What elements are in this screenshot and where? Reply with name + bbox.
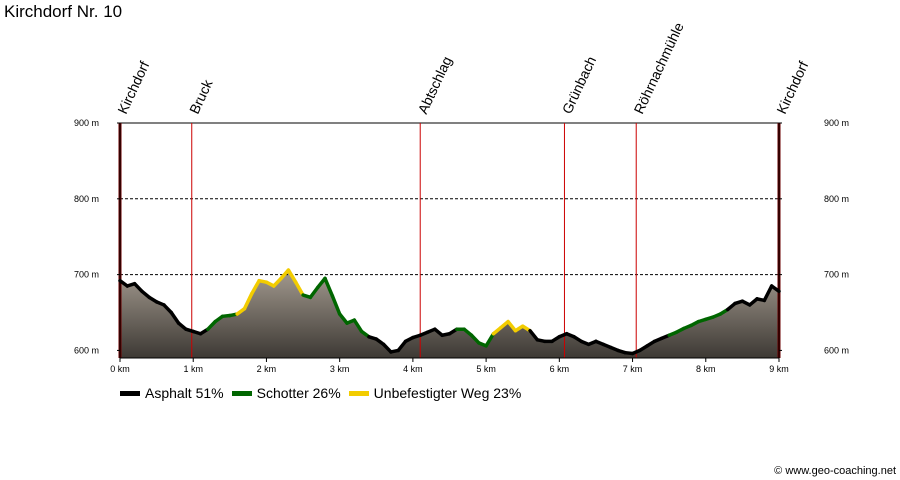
profile-segment-unpaved xyxy=(250,278,261,296)
legend-swatch xyxy=(120,390,140,396)
x-tick-label: 9 km xyxy=(769,364,789,374)
legend-item-asphalt: Asphalt 51% xyxy=(120,385,224,401)
profile-segment-gravel xyxy=(330,294,342,316)
profile-segment-gravel xyxy=(337,312,349,325)
y-tick-label-left: 600 m xyxy=(74,345,99,355)
legend-label: Unbefestigter Weg 23% xyxy=(373,385,522,401)
x-tick-label: 2 km xyxy=(257,364,277,374)
waypoint-label: Bruck xyxy=(186,76,216,116)
x-tick-label: 4 km xyxy=(403,364,423,374)
copyright-text: © www.geo-coaching.net xyxy=(774,465,896,477)
profile-segment-asphalt xyxy=(132,281,144,294)
waypoint-label: Kirchdorf xyxy=(114,59,152,117)
axis-layer: 0 km 1 km 2 km 3 km 4 km 5 km 6 km 7 km 8 km 9 km… xyxy=(74,118,849,374)
profile-segment-gravel xyxy=(206,319,217,331)
y-tick-label-left: 900 m xyxy=(74,118,99,128)
legend-label: Schotter 26% xyxy=(256,385,341,401)
legend-item-gravel: Schotter 26% xyxy=(231,385,341,401)
y-tick-label-right: 900 m xyxy=(824,118,849,128)
profile-segment-gravel xyxy=(484,331,496,348)
waypoint-label: Abtschlag xyxy=(414,54,454,116)
profile-segment-unpaved xyxy=(279,268,291,281)
y-tick-label-left: 800 m xyxy=(74,194,99,204)
profile-segment-asphalt xyxy=(396,339,408,353)
legend-item-unpaved: Unbefestigter Weg 23% xyxy=(348,385,522,401)
terrain-fill-layer xyxy=(120,270,779,358)
profile-segment-unpaved xyxy=(242,291,254,311)
x-tick-label: 1 km xyxy=(183,364,203,374)
legend-swatch xyxy=(231,390,252,396)
profile-segment-asphalt xyxy=(162,303,174,315)
profile-segment-unpaved xyxy=(286,268,298,284)
x-tick-label: 8 km xyxy=(696,364,716,374)
profile-segment-gravel xyxy=(352,318,364,334)
waypoint-label: Röhrnachmühle xyxy=(630,20,686,117)
profile-segment-unpaved xyxy=(506,319,518,333)
legend-swatch xyxy=(348,390,369,396)
waypoint-label: Grünbach xyxy=(559,54,599,116)
profile-segment-asphalt xyxy=(762,284,774,303)
waypoint-label: Kirchdorf xyxy=(773,59,811,117)
x-tick-label: 6 km xyxy=(550,364,570,374)
profile-segment-asphalt xyxy=(169,310,181,325)
waypoint-layer: Kirchdorf Bruck Abtschlag Grünbach Röhrnachm… xyxy=(114,20,811,358)
profile-segment-asphalt xyxy=(381,342,393,354)
y-tick-label-right: 600 m xyxy=(824,345,849,355)
x-tick-label: 7 km xyxy=(623,364,643,374)
profile-segment-asphalt xyxy=(769,284,781,294)
profile-segment-gravel xyxy=(469,333,481,345)
legend-label: Asphalt 51% xyxy=(145,385,224,401)
legend: Asphalt 51% Schotter 26% Unbefestigter Weg… xyxy=(120,385,529,401)
chart-title: Kirchdorf Nr. 10 xyxy=(4,2,123,21)
x-tick-label: 0 km xyxy=(110,364,130,374)
profile-segment-unpaved xyxy=(293,280,305,297)
profile-segment-gravel xyxy=(323,276,335,298)
profile-segment-gravel xyxy=(308,285,320,300)
y-tick-label-right: 800 m xyxy=(824,194,849,204)
x-tick-label: 5 km xyxy=(476,364,496,374)
terrain-fill xyxy=(120,270,779,358)
elevation-profile-chart: Kirchdorf Bruck Abtschlag Grünbach Röhrnachm… xyxy=(74,20,849,374)
y-tick-label-right: 700 m xyxy=(824,270,849,280)
y-tick-label-left: 700 m xyxy=(74,270,99,280)
x-tick-label: 3 km xyxy=(330,364,350,374)
profile-segment-asphalt xyxy=(528,328,540,342)
profile-segment-unpaved xyxy=(272,276,283,288)
profile-line-layer xyxy=(118,268,781,356)
grid-layer xyxy=(120,122,779,276)
